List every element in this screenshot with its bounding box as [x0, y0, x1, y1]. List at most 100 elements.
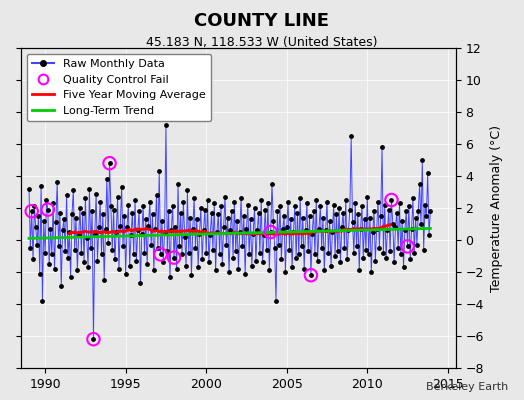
Point	[248, 262, 256, 269]
Point	[387, 197, 396, 203]
Point	[299, 214, 307, 221]
Point	[401, 227, 409, 234]
Point	[67, 274, 75, 280]
Point	[334, 248, 342, 254]
Point	[332, 211, 341, 218]
Point	[325, 218, 334, 224]
Point	[125, 262, 134, 269]
Point	[397, 251, 405, 258]
Point	[210, 200, 219, 206]
Point	[131, 197, 139, 203]
Point	[347, 133, 355, 139]
Point	[139, 203, 147, 210]
Point	[328, 229, 336, 235]
Point	[275, 242, 283, 248]
Point	[421, 202, 429, 208]
Point	[155, 168, 163, 174]
Point	[260, 232, 268, 238]
Point	[377, 213, 385, 219]
Point	[62, 192, 71, 198]
Point	[215, 251, 224, 258]
Point	[367, 269, 376, 275]
Point	[227, 208, 236, 214]
Point	[168, 203, 177, 210]
Point	[417, 221, 425, 227]
Point	[363, 194, 372, 200]
Point	[206, 232, 214, 238]
Point	[33, 242, 41, 248]
Point	[184, 250, 193, 256]
Point	[141, 216, 150, 222]
Point	[244, 202, 252, 208]
Point	[246, 216, 255, 222]
Point	[158, 218, 166, 224]
Point	[330, 202, 338, 208]
Point	[156, 251, 165, 258]
Point	[101, 226, 110, 232]
Point	[344, 227, 353, 234]
Point	[57, 283, 66, 290]
Point	[407, 226, 416, 232]
Point	[74, 232, 83, 238]
Point	[170, 254, 178, 261]
Point	[265, 267, 274, 274]
Point	[134, 227, 142, 234]
Point	[374, 198, 382, 205]
Point	[27, 208, 36, 214]
Point	[312, 197, 321, 203]
Point	[254, 210, 263, 216]
Point	[368, 229, 377, 235]
Point	[27, 208, 36, 214]
Text: 45.183 N, 118.533 W (United States): 45.183 N, 118.533 W (United States)	[146, 36, 378, 49]
Point	[418, 157, 427, 163]
Point	[36, 270, 44, 277]
Point	[281, 269, 290, 275]
Point	[352, 243, 361, 250]
Point	[356, 226, 365, 232]
Point	[190, 195, 198, 202]
Point	[406, 256, 414, 262]
Point	[339, 210, 347, 216]
Point	[147, 242, 155, 248]
Point	[53, 179, 61, 186]
Point	[54, 243, 63, 250]
Point	[116, 222, 125, 229]
Point	[179, 198, 188, 205]
Point	[414, 208, 422, 214]
Point	[370, 208, 378, 214]
Point	[304, 248, 312, 254]
Point	[99, 211, 107, 218]
Point	[300, 266, 309, 272]
Point	[386, 248, 394, 254]
Point	[107, 203, 115, 210]
Point	[159, 259, 168, 266]
Point	[322, 227, 330, 234]
Point	[128, 210, 137, 216]
Point	[241, 270, 249, 277]
Point	[211, 267, 220, 274]
Point	[76, 205, 84, 211]
Point	[355, 267, 364, 274]
Point	[100, 277, 108, 283]
Point	[425, 232, 433, 238]
Point	[65, 229, 73, 235]
Point	[123, 224, 131, 230]
Point	[284, 198, 292, 205]
Point	[420, 246, 428, 253]
Point	[276, 203, 284, 210]
Point	[387, 197, 396, 203]
Point	[272, 298, 280, 304]
Point	[191, 245, 200, 251]
Point	[89, 336, 97, 342]
Point	[385, 206, 393, 213]
Point	[346, 206, 354, 213]
Point	[294, 251, 303, 258]
Point	[144, 222, 152, 229]
Point	[237, 195, 245, 202]
Point	[166, 274, 174, 280]
Point	[313, 258, 322, 264]
Point	[305, 213, 314, 219]
Y-axis label: Temperature Anomaly (°C): Temperature Anomaly (°C)	[489, 124, 503, 292]
Point	[232, 248, 240, 254]
Point	[229, 254, 237, 261]
